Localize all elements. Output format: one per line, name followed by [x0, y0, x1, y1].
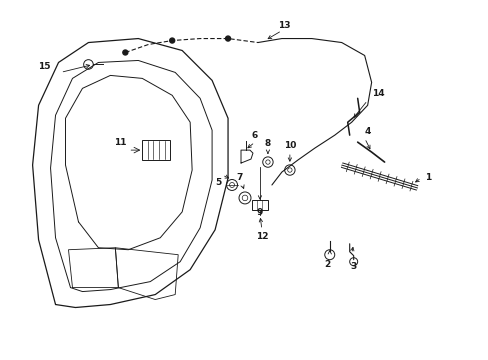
FancyBboxPatch shape — [142, 140, 170, 160]
Text: 13: 13 — [277, 21, 289, 30]
Text: 1: 1 — [425, 172, 431, 181]
Text: 14: 14 — [371, 89, 384, 98]
Text: 5: 5 — [215, 178, 221, 187]
Circle shape — [225, 36, 230, 41]
Text: 11: 11 — [114, 138, 126, 147]
Circle shape — [169, 38, 174, 43]
Text: 6: 6 — [251, 131, 258, 140]
Text: 9: 9 — [256, 208, 263, 217]
Text: 4: 4 — [364, 127, 370, 136]
Text: 10: 10 — [283, 141, 295, 150]
Text: 7: 7 — [236, 173, 243, 182]
Text: 2: 2 — [324, 260, 330, 269]
Text: 8: 8 — [264, 139, 270, 148]
Circle shape — [122, 50, 127, 55]
Text: 12: 12 — [255, 232, 267, 241]
Text: 3: 3 — [350, 262, 356, 271]
Text: 15: 15 — [38, 62, 50, 71]
FancyBboxPatch shape — [251, 200, 267, 210]
